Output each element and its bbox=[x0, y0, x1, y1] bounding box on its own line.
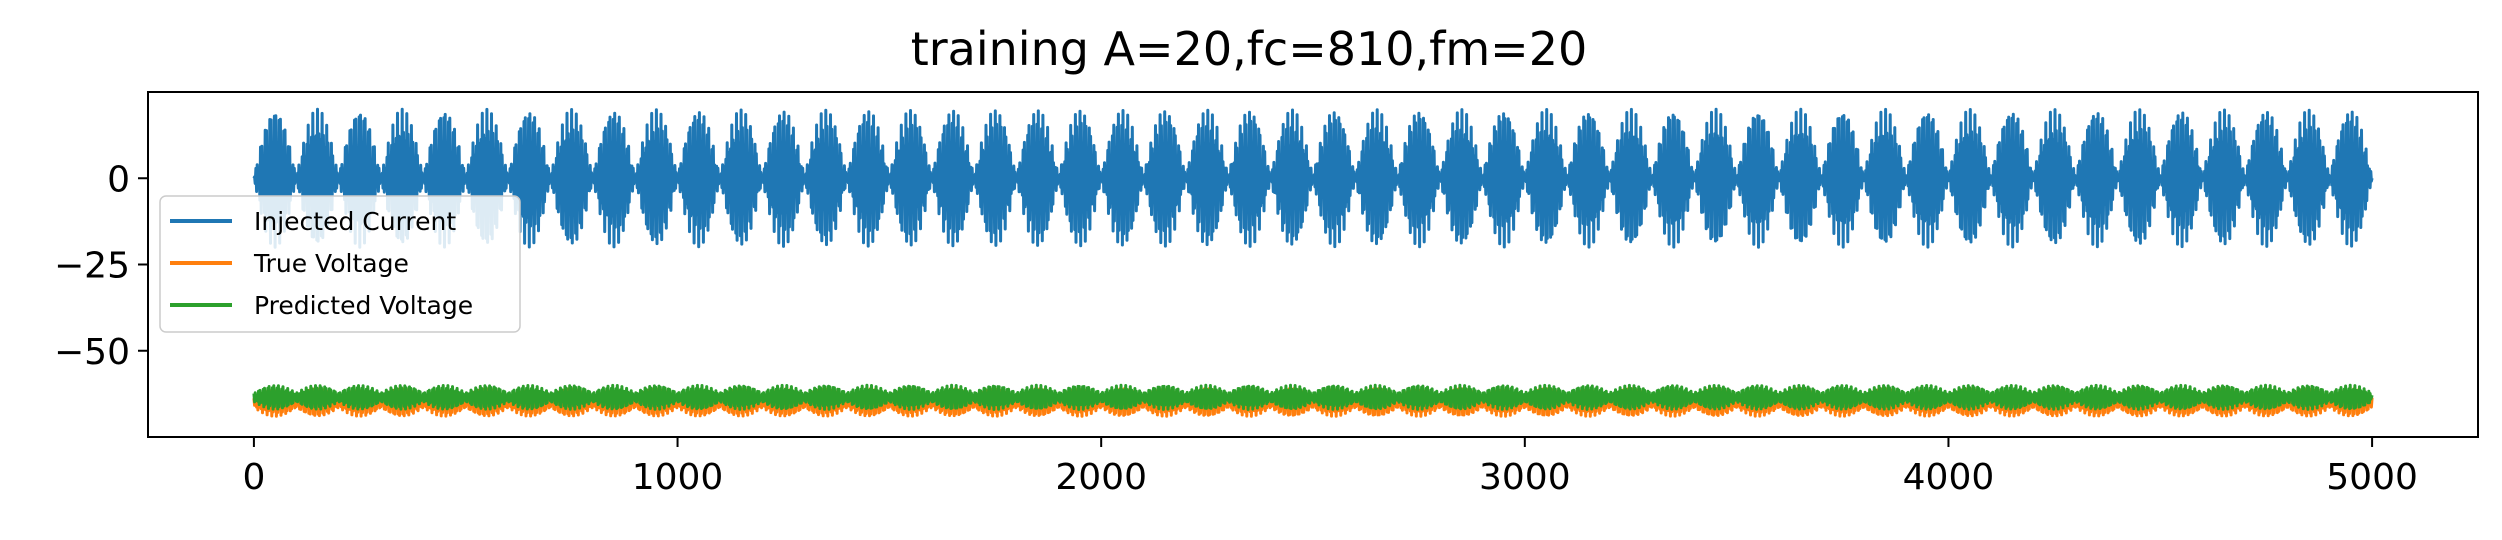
chart-title: training A=20,fc=810,fm=20 bbox=[911, 22, 1588, 76]
legend-box bbox=[159, 195, 521, 333]
legend-label-true-voltage: True Voltage bbox=[253, 249, 409, 278]
legend-label-injected-current: Injected Current bbox=[254, 207, 456, 236]
y-tick-label: −25 bbox=[54, 246, 130, 287]
x-tick-label: 5000 bbox=[2326, 457, 2418, 498]
series-line-predicted-voltage bbox=[252, 383, 2374, 411]
x-tick-label: 3000 bbox=[1479, 457, 1571, 498]
y-axis: 0 −25 −50 bbox=[54, 159, 148, 373]
x-tick-label: 0 bbox=[242, 457, 265, 498]
y-tick-label: −50 bbox=[54, 332, 130, 373]
series-layer bbox=[252, 107, 2374, 418]
x-tick-label: 2000 bbox=[1055, 457, 1147, 498]
legend-label-predicted-voltage: Predicted Voltage bbox=[254, 291, 473, 320]
y-tick-label: 0 bbox=[107, 159, 130, 200]
x-axis: 0 1000 2000 3000 4000 5000 bbox=[242, 437, 2418, 498]
x-tick-label: 4000 bbox=[1903, 457, 1995, 498]
legend: Injected Current True Voltage Predicted … bbox=[159, 195, 521, 333]
series-line-injected-current bbox=[252, 107, 2374, 249]
x-tick-label: 1000 bbox=[632, 457, 724, 498]
